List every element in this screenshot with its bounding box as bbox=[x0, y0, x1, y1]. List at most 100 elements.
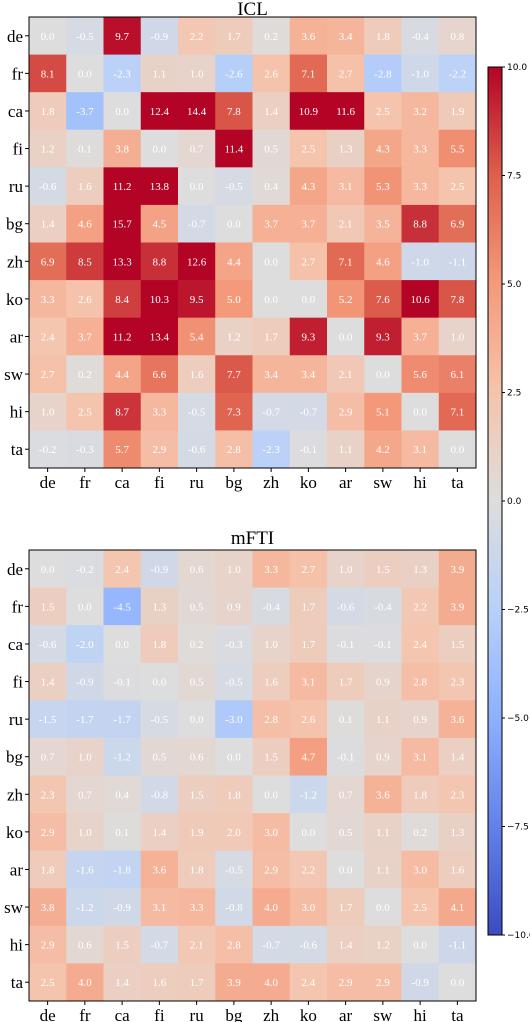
icl-cell bbox=[438, 355, 477, 394]
mfti-cell-value: -4.5 bbox=[113, 601, 131, 613]
mfti-cell-value: 2.6 bbox=[302, 714, 316, 726]
icl-cell-value: -1.1 bbox=[449, 256, 466, 268]
mfti-cell-value: -0.4 bbox=[374, 601, 392, 613]
mfti-cell-value: 0.0 bbox=[227, 752, 241, 764]
icl-cell-value: 14.4 bbox=[187, 106, 207, 118]
mfti-cell-value: -0.4 bbox=[262, 601, 280, 613]
icl-cell-value: 0.0 bbox=[78, 68, 92, 80]
mfti-cell bbox=[103, 587, 142, 626]
mfti-cell bbox=[401, 813, 440, 852]
icl-cell-value: 9.7 bbox=[115, 31, 129, 43]
mfti-cell-value: 1.5 bbox=[190, 789, 204, 801]
mfti-cell-value: 0.5 bbox=[190, 677, 204, 689]
mfti-cell-value: 0.5 bbox=[339, 827, 353, 839]
icl-cell bbox=[140, 167, 179, 206]
mfti-xtick-label: de bbox=[40, 1006, 56, 1022]
icl-cell-value: 10.6 bbox=[411, 294, 431, 306]
mfti-ytick-label: fr bbox=[12, 597, 24, 616]
mfti-cell bbox=[103, 888, 142, 927]
icl-cell-value: 2.2 bbox=[190, 31, 204, 43]
icl-cell-value: 12.4 bbox=[150, 106, 170, 118]
icl-cell-value: 2.5 bbox=[376, 106, 390, 118]
icl-cell bbox=[178, 204, 216, 243]
mfti-cell bbox=[103, 813, 142, 852]
icl-cell bbox=[140, 54, 179, 93]
mfti-cell-value: 4.1 bbox=[451, 902, 465, 914]
mfti-cell-value: -0.3 bbox=[225, 639, 243, 651]
icl-cell-value: 11.4 bbox=[224, 144, 243, 156]
icl-cell-value: -0.5 bbox=[225, 181, 243, 193]
icl-cell-value: 3.7 bbox=[413, 331, 427, 343]
mfti-cell bbox=[215, 737, 253, 776]
icl-cell bbox=[29, 355, 67, 394]
icl-cell bbox=[215, 317, 253, 356]
mfti-cell-value: -0.1 bbox=[374, 639, 391, 651]
icl-cell-value: 1.2 bbox=[227, 331, 241, 343]
icl-cell bbox=[66, 355, 104, 394]
mfti-cell bbox=[401, 850, 440, 889]
icl-cell bbox=[103, 280, 142, 319]
mfti-cell-value: 2.9 bbox=[264, 864, 278, 876]
mfti-cell-value: 2.9 bbox=[339, 977, 353, 989]
mfti-cell-value: -0.9 bbox=[411, 977, 429, 989]
icl-cell bbox=[327, 204, 365, 243]
mfti-cell bbox=[364, 963, 402, 1002]
icl-cell-value: 2.4 bbox=[41, 331, 55, 343]
icl-cell bbox=[178, 242, 216, 281]
icl-cell bbox=[178, 92, 216, 131]
icl-cell bbox=[215, 280, 253, 319]
mfti-cell bbox=[103, 925, 142, 964]
icl-xtick-label: ko bbox=[300, 473, 317, 492]
icl-cell bbox=[289, 204, 328, 243]
mfti-xtick-label: sw bbox=[373, 1006, 393, 1022]
mfti-cell-value: -1.5 bbox=[39, 714, 57, 726]
icl-xtick-label: de bbox=[40, 473, 56, 492]
mfti-cell-value: -0.6 bbox=[300, 940, 318, 952]
icl-cell bbox=[252, 392, 291, 431]
icl-cell-value: 5.3 bbox=[376, 181, 390, 193]
icl-cell bbox=[289, 167, 328, 206]
icl-cell bbox=[252, 92, 291, 131]
mfti-cell bbox=[252, 587, 291, 626]
icl-cell bbox=[140, 392, 179, 431]
colorbar-tick-label: 0.0 bbox=[507, 497, 522, 507]
icl-cell-value: 1.8 bbox=[376, 31, 390, 43]
icl-cell bbox=[289, 280, 328, 319]
icl-cell bbox=[29, 430, 67, 469]
icl-cell-value: -0.6 bbox=[188, 444, 206, 456]
mfti-cell bbox=[66, 925, 104, 964]
icl-cell bbox=[66, 392, 104, 431]
icl-cell bbox=[438, 430, 477, 469]
icl-cell bbox=[29, 92, 67, 131]
mfti-cell-value: 1.8 bbox=[41, 864, 55, 876]
icl-cell bbox=[327, 280, 365, 319]
icl-cell-value: 6.1 bbox=[451, 369, 465, 381]
mfti-cell-value: 2.1 bbox=[190, 940, 204, 952]
icl-cell bbox=[252, 167, 291, 206]
mfti-cell bbox=[215, 963, 253, 1002]
icl-cell-value: 3.3 bbox=[153, 407, 167, 419]
mfti-cell bbox=[215, 625, 253, 664]
icl-cell bbox=[215, 242, 253, 281]
icl-cell-value: 0.0 bbox=[264, 256, 278, 268]
icl-xtick-label: bg bbox=[225, 473, 243, 492]
mfti-cell-value: 0.5 bbox=[190, 601, 204, 613]
icl-cell bbox=[103, 355, 142, 394]
mfti-cell bbox=[140, 850, 179, 889]
icl-cell bbox=[178, 430, 216, 469]
mfti-cell bbox=[140, 737, 179, 776]
icl-cell bbox=[103, 92, 142, 131]
icl-cell bbox=[364, 167, 402, 206]
icl-cell-value: 1.0 bbox=[190, 68, 204, 80]
mfti-cell-value: 1.4 bbox=[451, 752, 465, 764]
mfti-cell bbox=[327, 963, 365, 1002]
mfti-ytick-label: ar bbox=[10, 860, 24, 879]
icl-cell-value: 3.8 bbox=[115, 144, 129, 156]
mfti-cell bbox=[252, 775, 291, 814]
mfti-cell-value: -2.0 bbox=[76, 639, 94, 651]
mfti-cell bbox=[438, 850, 477, 889]
mfti-cell bbox=[438, 625, 477, 664]
icl-cell-value: 3.4 bbox=[339, 31, 353, 43]
mfti-cell bbox=[178, 963, 216, 1002]
mfti-cell bbox=[178, 813, 216, 852]
